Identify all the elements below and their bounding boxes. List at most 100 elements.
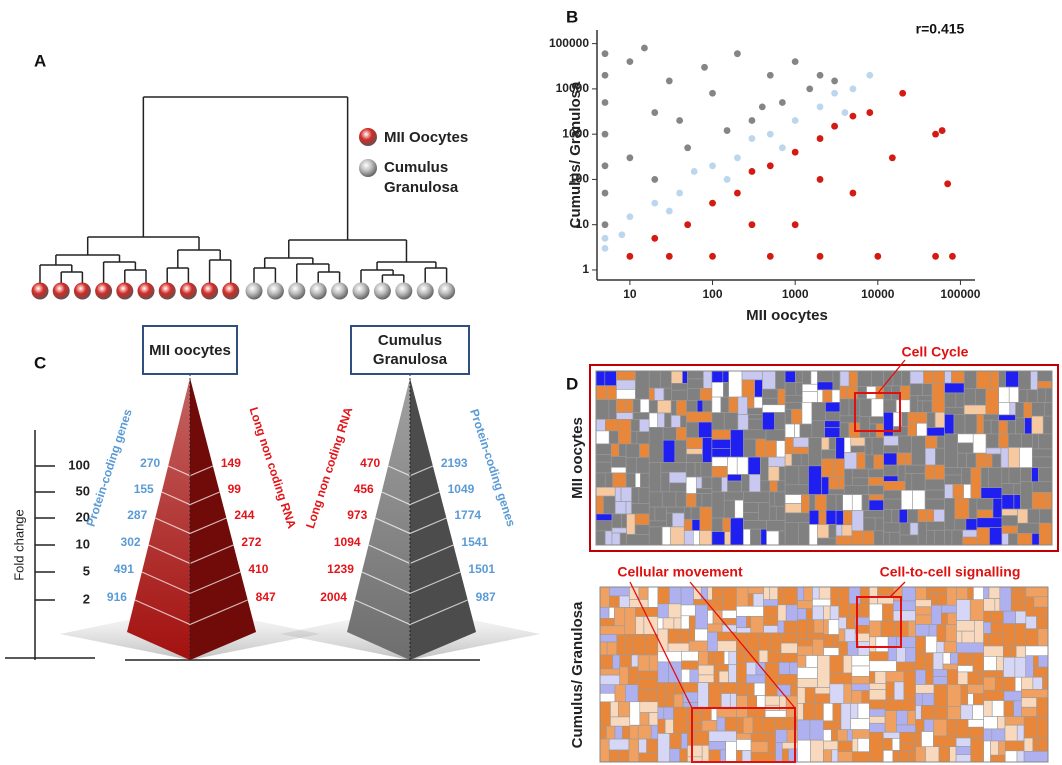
treemap-tile xyxy=(625,501,632,515)
treemap-tile xyxy=(1010,586,1027,593)
treemap-tile xyxy=(1003,656,1016,678)
treemap-tile xyxy=(611,527,627,534)
scatter-point xyxy=(841,109,849,116)
treemap-tile xyxy=(851,665,870,677)
treemap-tile xyxy=(778,530,786,546)
treemap-tile xyxy=(612,472,627,488)
treemap-tile xyxy=(812,598,831,607)
treemap-tile xyxy=(625,398,634,413)
treemap-tile xyxy=(1013,700,1022,717)
treemap-tile xyxy=(901,489,913,510)
scatter-point xyxy=(849,189,857,197)
treemap-tile xyxy=(869,699,886,710)
treemap-tile xyxy=(869,660,897,672)
treemap-tile xyxy=(899,750,910,763)
treemap-tile xyxy=(627,666,639,686)
treemap-tile xyxy=(843,655,853,674)
treemap-tile xyxy=(752,716,763,734)
treemap-tile xyxy=(797,645,814,656)
treemap-tile xyxy=(797,639,814,647)
treemap-tile xyxy=(1020,467,1032,483)
treemap-tile xyxy=(863,510,884,519)
treemap-tile xyxy=(673,617,682,630)
treemap-tile xyxy=(926,529,935,546)
treemap-tile xyxy=(662,427,677,441)
scatter-point xyxy=(618,231,626,239)
treemap-tile xyxy=(957,433,974,444)
scatter-point xyxy=(791,221,799,229)
treemap-tile xyxy=(769,586,779,601)
treemap-tile xyxy=(1037,737,1049,752)
treemap-tile xyxy=(626,534,650,546)
treemap-tile xyxy=(657,682,667,708)
scatter-point xyxy=(932,130,939,138)
x-tick-label: 100 xyxy=(703,287,723,301)
treemap-tile xyxy=(711,448,731,458)
treemap-tile xyxy=(755,662,766,676)
treemap-tile xyxy=(884,699,916,711)
highlight-label: Cellular movement xyxy=(617,564,743,580)
treemap-tile xyxy=(767,733,776,753)
treemap-tile xyxy=(976,527,990,546)
treemap-tile xyxy=(1016,724,1025,742)
sample-sphere xyxy=(266,282,284,300)
treemap-tile xyxy=(619,532,627,546)
treemap-tile xyxy=(915,599,932,608)
treemap-tile xyxy=(768,466,780,482)
treemap-tile xyxy=(1004,724,1018,742)
treemap-tile xyxy=(839,398,850,417)
treemap-tile xyxy=(657,706,665,720)
treemap-tile xyxy=(1023,402,1033,419)
treemap-tile xyxy=(599,725,607,740)
treemap-tile xyxy=(616,370,636,381)
treemap-tile xyxy=(696,400,704,413)
value-label: 470 xyxy=(360,456,380,470)
treemap-tile xyxy=(784,402,803,410)
scatter-point xyxy=(684,144,692,152)
treemap-tile xyxy=(801,494,810,514)
treemap-tile xyxy=(840,703,852,730)
treemap-tile xyxy=(823,740,839,751)
treemap-tile xyxy=(837,729,848,742)
sample-sphere xyxy=(373,282,391,300)
treemap-tile xyxy=(991,700,1005,717)
scatter-point xyxy=(874,252,882,260)
treemap-tile xyxy=(730,429,744,458)
scatter-point xyxy=(709,162,716,170)
treemap-tile xyxy=(983,414,1000,421)
treemap-tile xyxy=(695,493,703,508)
treemap-tile xyxy=(743,429,767,440)
treemap-tile xyxy=(953,414,966,435)
treemap-tile xyxy=(901,586,916,602)
treemap-tile xyxy=(936,624,947,643)
treemap-tile xyxy=(763,599,779,607)
treemap-tile xyxy=(683,506,692,520)
treemap-tile xyxy=(875,636,889,653)
treemap-tile xyxy=(723,491,744,501)
treemap-tile xyxy=(763,586,771,601)
treemap-tile xyxy=(994,676,1005,691)
treemap-tile xyxy=(784,484,809,495)
treemap-tile xyxy=(983,633,990,647)
treemap-tile xyxy=(758,649,769,663)
treemap-tile xyxy=(639,443,650,458)
treemap-tile xyxy=(852,468,869,479)
treemap-tile xyxy=(702,400,713,413)
treemap-tile xyxy=(670,526,685,546)
treemap-tile xyxy=(661,491,677,508)
treemap-tile xyxy=(907,509,919,524)
treemap-tile xyxy=(947,706,962,720)
treemap-tile xyxy=(1037,387,1047,403)
treemap-tile xyxy=(1001,467,1010,484)
treemap-tile xyxy=(955,746,972,755)
treemap-tile xyxy=(679,628,690,644)
treemap-tile xyxy=(616,379,636,390)
treemap-tile xyxy=(935,447,945,466)
treemap-tile xyxy=(1036,716,1049,739)
treemap-tile xyxy=(712,586,724,601)
treemap-tile xyxy=(962,536,978,546)
treemap-tile xyxy=(688,628,696,642)
treemap-tile xyxy=(869,586,878,605)
treemap-tile xyxy=(808,524,818,546)
scatter-point xyxy=(758,103,766,111)
